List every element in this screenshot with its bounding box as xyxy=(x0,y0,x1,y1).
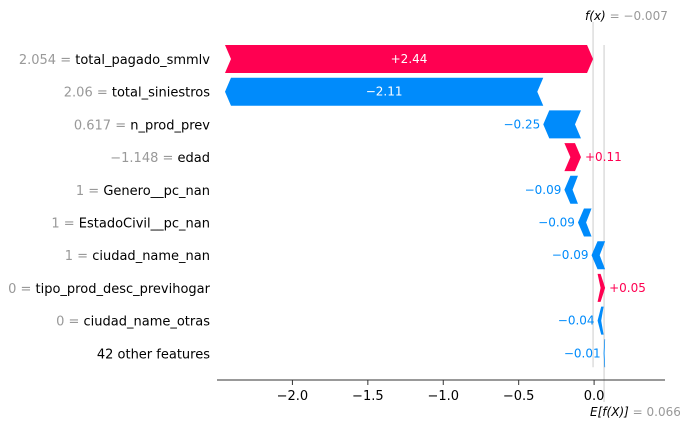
feature-label: 1 = ciudad_name_nan xyxy=(65,249,210,264)
feature-name: edad xyxy=(178,151,210,166)
feature-value: 0.617 = xyxy=(74,118,130,133)
fx-annotation: f(x) = −0.007 xyxy=(585,9,668,23)
feature-label: 0 = ciudad_name_otras xyxy=(56,315,210,330)
bar-value-label: −0.01 xyxy=(564,346,601,360)
feature-name: tipo_prod_desc_previhogar xyxy=(36,282,211,297)
bar-total_siniestros xyxy=(224,77,544,106)
feature-label: 42 other features xyxy=(97,347,210,362)
feature-value: 1 = xyxy=(76,184,103,199)
feature-name: 42 other features xyxy=(97,347,210,362)
feature-name: Genero__pc_nan xyxy=(103,184,210,199)
feature-value: 2.054 = xyxy=(19,53,75,68)
x-tick-label: −1.0 xyxy=(427,389,459,404)
feature-name: n_prod_prev xyxy=(130,118,210,133)
bar-value-label: +0.11 xyxy=(585,150,622,164)
feature-name: ciudad_name_otras xyxy=(84,315,211,330)
feature-label: −1.148 = edad xyxy=(110,151,210,166)
feature-name: ciudad_name_nan xyxy=(92,249,210,264)
feature-value: 1 = xyxy=(51,217,78,232)
bar-total_pagado_smmlv xyxy=(224,45,594,73)
feature-label: 1 = Genero__pc_nan xyxy=(76,184,210,199)
bar-value-label: −0.25 xyxy=(503,117,540,131)
feature-value: 1 = xyxy=(65,249,92,264)
bar-value-label: −0.09 xyxy=(538,216,575,230)
feature-label: 0.617 = n_prod_prev xyxy=(74,118,210,133)
feature-value: 0 = xyxy=(56,315,83,330)
bar-ciudad_name_otras xyxy=(597,306,604,335)
bar-value-label: −0.09 xyxy=(552,248,589,262)
feature-label: 2.06 = total_siniestros xyxy=(64,86,210,101)
bar-value-label: −0.09 xyxy=(525,183,562,197)
feature-value: −1.148 = xyxy=(110,151,177,166)
x-tick-label: −1.5 xyxy=(352,389,384,404)
bar-value-label: −0.04 xyxy=(558,314,595,328)
bar-42-other-features xyxy=(603,339,606,368)
bar-n_prod_prev xyxy=(543,110,581,139)
bar-tipo_prod_desc_previhogar xyxy=(597,273,606,302)
feature-value: 0 = xyxy=(8,282,35,297)
feature-value: 2.06 = xyxy=(64,86,112,101)
bar-Genero__pc_nan xyxy=(564,175,578,204)
bar-value-label: +0.05 xyxy=(609,281,646,295)
feature-label: 0 = tipo_prod_desc_previhogar xyxy=(8,282,211,297)
feature-name: total_pagado_smmlv xyxy=(75,53,210,68)
bar-ciudad_name_nan xyxy=(591,241,606,270)
bar-value-label: −2.11 xyxy=(366,85,403,99)
bar-edad xyxy=(564,143,581,172)
feature-label: 1 = EstadoCivil__pc_nan xyxy=(51,217,210,232)
bar-EstadoCivil__pc_nan xyxy=(577,208,592,237)
bar-value-label: +2.44 xyxy=(391,52,428,66)
base-value-annotation: E[f(X)] = 0.066 xyxy=(590,405,680,419)
feature-name: total_siniestros xyxy=(112,86,210,101)
feature-label: 2.054 = total_pagado_smmlv xyxy=(19,53,210,68)
feature-name: EstadoCivil__pc_nan xyxy=(79,217,210,232)
x-tick-label: 0.0 xyxy=(584,389,605,404)
x-tick-label: −2.0 xyxy=(277,389,309,404)
x-tick-label: −0.5 xyxy=(503,389,535,404)
